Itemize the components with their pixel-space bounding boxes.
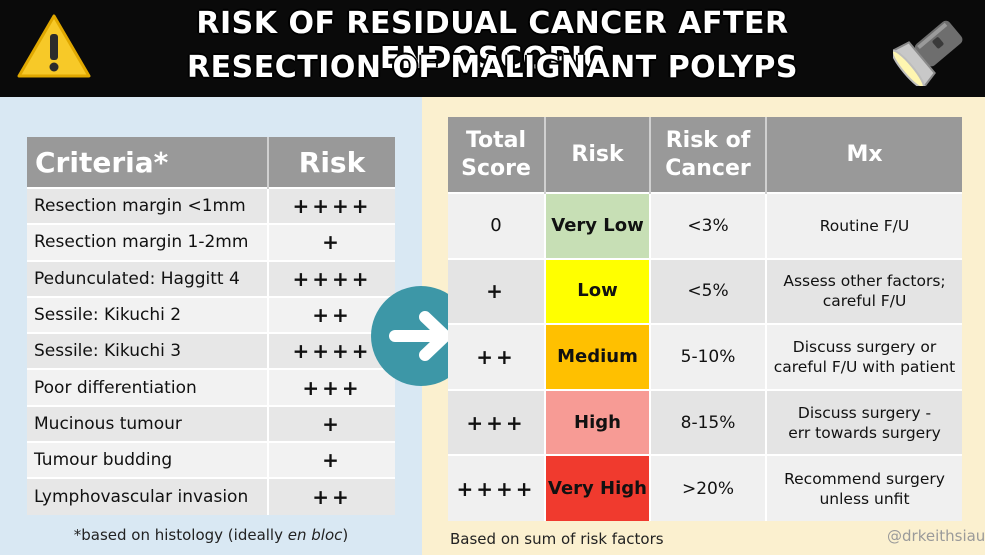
score-footnote: Based on sum of risk factors	[450, 530, 664, 548]
total-score-header: Total Score	[448, 117, 545, 193]
cancer-risk-value: 8-15%	[649, 388, 766, 456]
footnote-prefix: *based on histology (ideally	[73, 526, 288, 544]
management-text: Recommend surgery unless unfit	[765, 454, 962, 521]
table-row: Sessile: Kikuchi 3 ++++	[27, 332, 395, 370]
risk-level: Low	[544, 257, 650, 325]
mx-line-2: err towards surgery	[788, 423, 941, 442]
cancer-risk-value: 5-10%	[649, 323, 766, 390]
footnote-italic: en bloc	[287, 526, 343, 544]
criterion-label: Poor differentiation	[27, 368, 268, 406]
mx-line-1: Discuss surgery -	[797, 403, 932, 422]
table-row: Tumour budding +	[27, 441, 395, 479]
table-row: +++ High 8-15% Discuss surgery - err towa…	[448, 388, 962, 456]
table-row: Resection margin 1-2mm +	[27, 223, 395, 261]
table-row: ++++ Very High >20% Recommend surgery unl…	[448, 454, 962, 521]
management-header: Mx	[765, 117, 962, 193]
cancer-risk-value: <5%	[649, 257, 766, 325]
warning-icon	[17, 14, 91, 78]
table-row: Pedunculated: Haggitt 4 ++++	[27, 259, 395, 297]
mx-line-2: careful F/U	[822, 292, 907, 311]
table-row: + Low <5% Assess other factors; careful F…	[448, 257, 962, 325]
criterion-label: Pedunculated: Haggitt 4	[27, 259, 268, 297]
score-header-row: Total Score Risk Risk of Cancer Mx	[448, 117, 962, 193]
table-row: 0 Very Low <3% Routine F/U	[448, 192, 962, 259]
criteria-footnote: *based on histology (ideally en bloc)	[0, 526, 422, 544]
score-value: +++	[448, 388, 545, 456]
criterion-label: Tumour budding	[27, 441, 268, 479]
mx-line-1: Assess other factors;	[783, 272, 946, 291]
score-value: ++	[448, 323, 545, 390]
flashlight-icon	[893, 20, 963, 86]
cancer-risk-value: >20%	[649, 454, 766, 521]
management-text: Discuss surgery - err towards surgery	[765, 388, 962, 456]
risk-level: Very Low	[544, 192, 650, 259]
management-text: Discuss surgery or careful F/U with patie…	[765, 323, 962, 390]
management-text: Assess other factors; careful F/U	[765, 257, 962, 325]
table-row: ++ Medium 5-10% Discuss surgery or carefu…	[448, 323, 962, 390]
criterion-label: Sessile: Kikuchi 2	[27, 295, 268, 334]
score-value: ++++	[448, 454, 545, 521]
header-banner: Risk of residual cancer after endoscopic…	[0, 0, 985, 97]
mx-line-1: Recommend surgery	[784, 469, 945, 488]
author-handle: @drkeithsiau	[887, 527, 985, 545]
table-row: Sessile: Kikuchi 2 ++	[27, 295, 395, 334]
risk-level: High	[544, 388, 650, 456]
title-line-1: Risk of residual cancer after endoscopic	[196, 6, 789, 76]
risk-value: +	[267, 404, 395, 443]
criterion-label: Resection margin <1mm	[27, 186, 268, 225]
risk-value: ++	[267, 477, 395, 515]
mx-line-1: Routine F/U	[819, 216, 910, 235]
score-value: 0	[448, 192, 545, 259]
risk-level: Medium	[544, 323, 650, 390]
mx-line-1: Discuss surgery or	[792, 337, 937, 356]
table-row: Resection margin <1mm ++++	[27, 186, 395, 225]
risk-header: Risk	[267, 137, 395, 188]
cancer-risk-header: Risk of Cancer	[649, 117, 766, 193]
criterion-label: Lymphovascular invasion	[27, 477, 268, 515]
cancer-risk-value: <3%	[649, 192, 766, 259]
table-row: Lymphovascular invasion ++	[27, 477, 395, 515]
mx-line-2: careful F/U with patient	[773, 357, 956, 376]
risk-value: +++	[267, 368, 395, 406]
management-text: Routine F/U	[765, 192, 962, 259]
criterion-label: Mucinous tumour	[27, 404, 268, 443]
score-value: +	[448, 257, 545, 325]
criteria-header-row: Criteria* Risk	[27, 137, 395, 188]
criteria-header: Criteria*	[27, 137, 268, 188]
score-table: Total Score Risk Risk of Cancer Mx 0 Ver…	[448, 117, 962, 521]
risk-value: ++++	[267, 186, 395, 225]
risk-value: ++++	[267, 259, 395, 297]
criterion-label: Resection margin 1-2mm	[27, 223, 268, 261]
risk-level: Very High	[544, 454, 650, 521]
criteria-table: Criteria* Risk Resection margin <1mm +++…	[27, 137, 395, 515]
mx-line-2: unless unfit	[819, 489, 910, 508]
risk-value: +	[267, 441, 395, 479]
footnote-suffix: )	[342, 526, 349, 544]
title-line-2: resection of malignant polyps	[187, 50, 798, 85]
table-row: Poor differentiation +++	[27, 368, 395, 406]
risk-value: +	[267, 223, 395, 261]
table-row: Mucinous tumour +	[27, 404, 395, 443]
criterion-label: Sessile: Kikuchi 3	[27, 332, 268, 370]
risk-level-header: Risk	[544, 117, 650, 193]
